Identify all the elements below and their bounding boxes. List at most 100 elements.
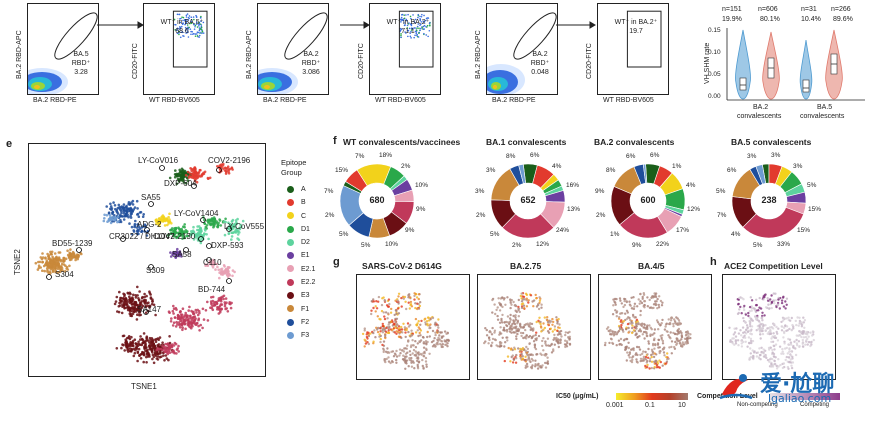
legend-item: D2 — [287, 236, 315, 249]
donut-pct-label: 33% — [777, 241, 791, 248]
competition-tick-1: Competing — [800, 402, 830, 408]
violin-ytick-0: 0.00 — [708, 93, 721, 100]
legend-swatch — [287, 198, 294, 206]
legend-label: B — [301, 199, 306, 207]
tsne-annotation-label: S309 — [146, 266, 165, 275]
donut-pct-label: 3% — [793, 163, 803, 170]
legend-item: C — [287, 210, 315, 223]
legend-swatch — [287, 252, 294, 260]
donut-pct-label: 12% — [687, 206, 701, 213]
ic50-tick-2: 10 — [678, 402, 686, 409]
tsne-points — [34, 162, 245, 365]
tsne-annotation-label: C110 — [203, 258, 222, 267]
legend-label: E1 — [301, 252, 310, 260]
violin-pct-1r: 80.1% — [760, 16, 780, 23]
legend-swatch — [287, 185, 294, 193]
violin-n-2r: n=266 — [831, 6, 851, 13]
tsne-scatter — [34, 162, 245, 365]
donut-pct-label: 8% — [506, 153, 516, 160]
flow-plot-3-svg — [258, 12, 328, 94]
heatmap-title-2: BA.4/5 — [638, 261, 665, 271]
legend-label: E2.2 — [301, 279, 316, 287]
flow-plot-1-svg — [28, 12, 98, 94]
legend-label: F2 — [301, 318, 310, 326]
heatmap-panel-3 — [722, 274, 836, 380]
tsne-annotation-label: COV2-2130 — [153, 232, 196, 241]
gate-value: 71.1 — [401, 28, 415, 35]
density-cloud — [487, 64, 525, 94]
legend-swatch — [287, 278, 294, 286]
donut-pct-label: 9% — [405, 227, 415, 234]
legend-swatch — [287, 331, 294, 339]
legend-label: A — [301, 186, 306, 193]
tsne-annotation-label: BD55-1239 — [52, 239, 93, 248]
donut-pct-label: 3% — [771, 152, 781, 159]
gate-label: WT⁺ in BA.2⁺ — [614, 19, 658, 26]
violin-ytick-2: 0.10 — [708, 49, 721, 56]
ic50-colorbar — [616, 393, 688, 400]
tsne-annotation-label: S304 — [55, 270, 74, 279]
donut-title-3: BA.5 convalescents — [731, 137, 812, 147]
legend-title-1: Epitope — [281, 158, 307, 167]
flow-plot-6-svg — [626, 10, 662, 68]
donut-pct-label: 6% — [650, 152, 660, 159]
panel-letter-h: h — [710, 256, 717, 268]
tsne-annotation-markers — [46, 165, 232, 315]
donut-title-1: BA.1 convalescents — [486, 137, 567, 147]
gate-rect — [172, 10, 208, 68]
violin-pct-1l: 19.9% — [722, 16, 742, 23]
donut-pct-label: 5% — [807, 182, 817, 189]
flow-plot-1-xlabel: BA.2 RBD-PE — [33, 97, 77, 104]
donut-center-0: 680 — [369, 195, 385, 205]
flow-plot-2-xlabel: WT RBD-BV605 — [149, 97, 200, 104]
gate-label: BA.2 RBD⁺ — [301, 51, 321, 67]
gate-label: WT⁺ in BA.2⁺ — [386, 19, 430, 26]
violin-ytick-1: 0.05 — [708, 71, 721, 78]
tsne-annotation-label: LY-CoV1404 — [174, 209, 219, 218]
donut-pct-label: 4% — [552, 163, 562, 170]
donut-pct-label: 13% — [567, 206, 581, 213]
donut-pct-label: 24% — [556, 227, 570, 234]
donut-pct-label: 10% — [415, 182, 429, 189]
competition-colorbar — [770, 393, 840, 400]
donut-pct-label: 6% — [626, 153, 636, 160]
flow-arrows — [97, 21, 596, 29]
density-cloud — [28, 68, 68, 94]
violin-ytick-3: 0.15 — [708, 27, 721, 34]
flow-plot-2: WT⁺ in BA.5⁺ 68.6 — [143, 3, 215, 95]
legend-item: E2.1 — [287, 263, 315, 276]
tsne-annotation-label: DXP-593 — [211, 241, 244, 250]
donut-pct-label: 2% — [596, 212, 606, 219]
donut-pct-label: 9% — [632, 242, 642, 249]
donut-pct-label: 2% — [401, 163, 411, 170]
donut-pct-label: 4% — [731, 231, 741, 238]
flow-plot-5-svg — [487, 12, 557, 94]
donut-pct-label: 1% — [672, 163, 682, 170]
legend-item: E3 — [287, 289, 315, 302]
flow-plot-6: WT⁺ in BA.2⁺ 19.7 — [597, 3, 669, 95]
donut-slice-F3 — [518, 163, 527, 184]
donut-pct-label: 3% — [486, 167, 496, 174]
heatmap-title-0: SARS-CoV-2 D614G — [362, 261, 442, 271]
legend-swatch — [287, 225, 294, 233]
tsne-annotation-label: LY-CoV016 — [138, 156, 179, 165]
panel-letter-g: g — [333, 256, 340, 268]
gate-value: 0.048 — [531, 69, 549, 76]
donut-pct-label: 3% — [747, 153, 757, 160]
flow-plot-1: BA.5 RBD⁺ 3.28 — [27, 3, 99, 95]
violin-box — [802, 79, 810, 93]
flow-plot-5: BA.2 RBD⁺ 0.048 — [486, 3, 558, 95]
donut-pct-label: 10% — [385, 241, 399, 248]
tsne-annotation-label: LY-CoV555 — [224, 222, 265, 231]
flow-plot-5-xlabel: BA.2 RBD-PE — [492, 97, 536, 104]
donut-pct-label: 17% — [676, 227, 690, 234]
violin-n-1r: n=606 — [758, 6, 778, 13]
donut-pct-label: 7% — [355, 153, 365, 160]
scatter-cloud — [173, 13, 205, 39]
tsne-annotation-label: BD-744 — [198, 285, 226, 294]
legend-swatch — [287, 212, 294, 220]
tsne-annotation-label: SA58 — [172, 250, 192, 259]
legend-item: F2 — [287, 316, 315, 329]
donut-pct-label: 6% — [727, 167, 737, 174]
